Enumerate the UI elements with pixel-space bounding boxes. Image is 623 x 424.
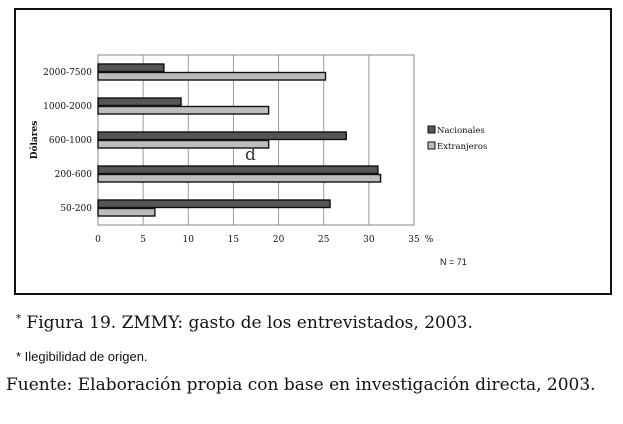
category-label: 1000-2000 xyxy=(43,102,92,112)
y-axis-title: Dólares xyxy=(29,121,40,160)
x-tick-label: 15 xyxy=(228,235,240,245)
bar-extranjeros xyxy=(97,207,156,217)
category-label: 2000-7500 xyxy=(43,68,92,78)
x-tick-label: 0 xyxy=(95,235,101,245)
bar-nacionales xyxy=(97,199,331,209)
figure-caption: * Figura 19. ZMMY: gasto de los entrevis… xyxy=(16,313,473,333)
bar-nacionales xyxy=(97,165,379,175)
illegibility-note: * Ilegibilidad de origen. xyxy=(16,349,148,364)
category-label: 50-200 xyxy=(60,204,92,214)
legend-swatch xyxy=(427,125,436,134)
caption-asterisk: * xyxy=(16,313,21,325)
category-label: 600-1000 xyxy=(49,136,92,146)
x-tick-label: 35 xyxy=(408,235,420,245)
x-tick-label: 10 xyxy=(183,235,195,245)
annotation-d: d xyxy=(245,145,256,165)
legend-label: Nacionales xyxy=(437,126,485,136)
bar-extranjeros xyxy=(97,105,270,115)
bar-nacionales xyxy=(97,63,165,73)
bar-extranjeros xyxy=(97,71,327,81)
x-unit-label: % xyxy=(425,235,434,245)
caption-text: Figura 19. ZMMY: gasto de los entrevista… xyxy=(21,313,473,333)
x-tick-label: 5 xyxy=(140,235,146,245)
bar-chart: 2000-7500 1000-2000 600-1000 200-600 50-200 0… xyxy=(29,54,487,267)
x-tick-label: 25 xyxy=(318,235,330,245)
bar-nacionales xyxy=(97,131,347,141)
sample-size-label: N = 71 xyxy=(440,257,467,267)
category-label: 200-600 xyxy=(55,170,93,180)
bar-nacionales xyxy=(97,97,182,107)
legend-label: Extranjeros xyxy=(437,142,487,152)
x-tick-label: 20 xyxy=(273,235,285,245)
x-tick-label: 30 xyxy=(363,235,375,245)
source-line: Fuente: Elaboración propia con base en i… xyxy=(6,375,596,395)
bar-extranjeros xyxy=(97,173,382,183)
bar-extranjeros xyxy=(97,139,270,149)
legend-swatch xyxy=(427,141,436,150)
